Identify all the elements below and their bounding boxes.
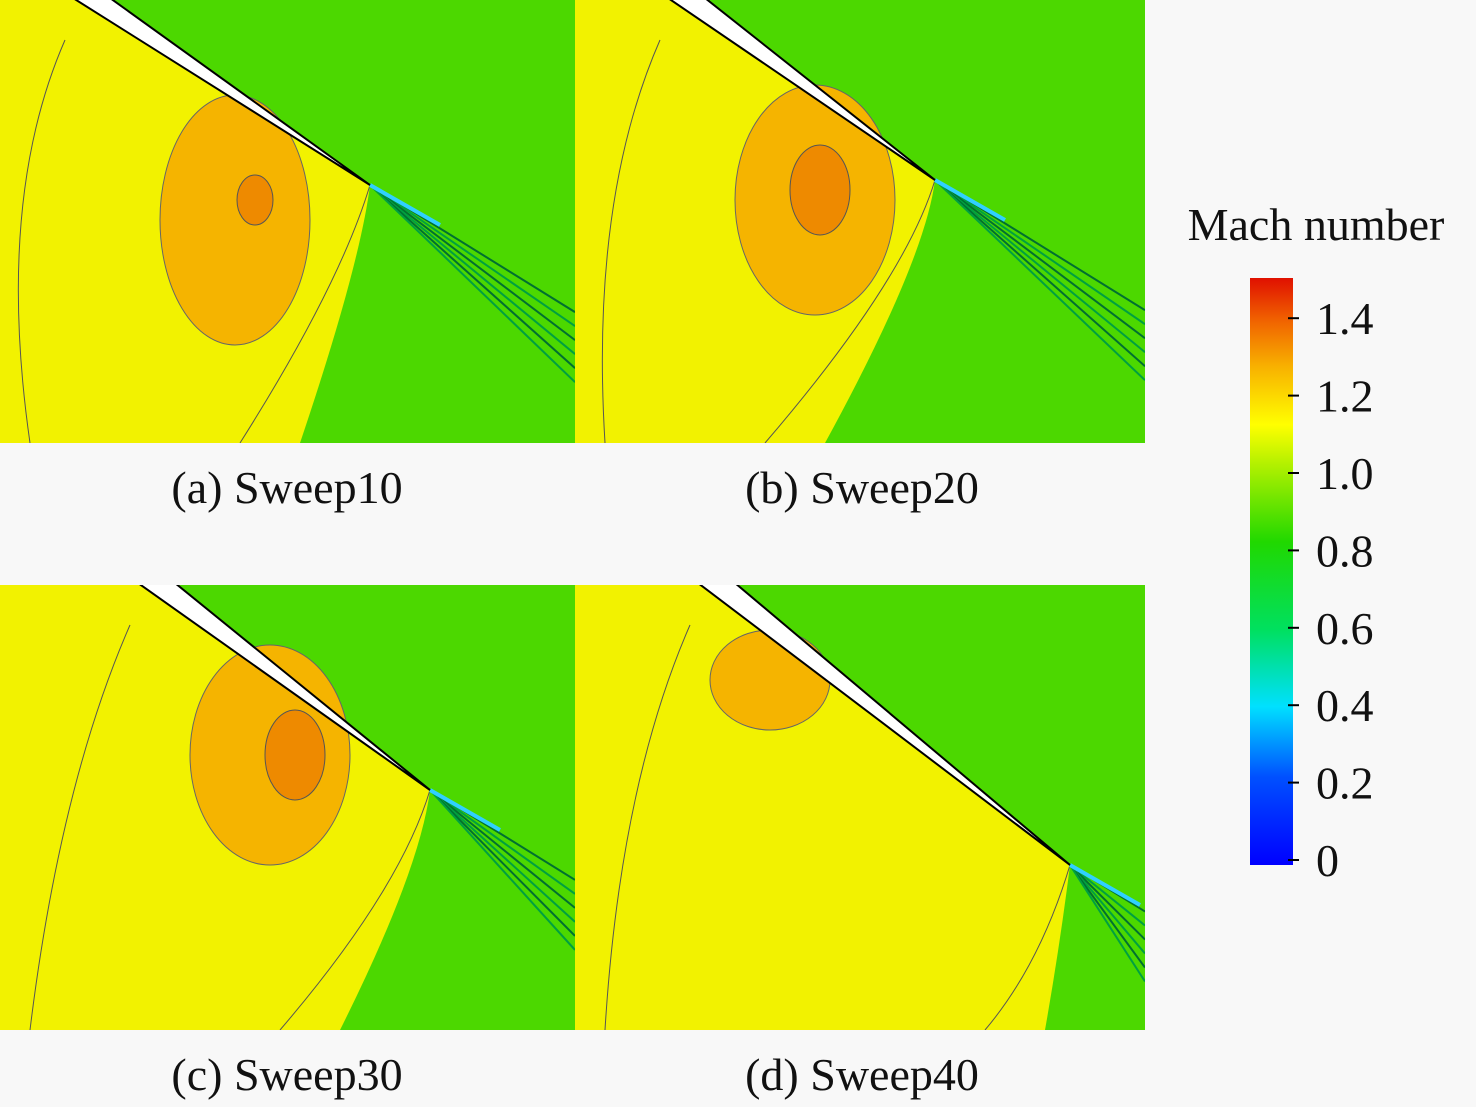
wake (429, 789, 575, 951)
wake (369, 184, 575, 341)
wake (369, 184, 575, 327)
contour (17, 39, 66, 443)
colorbar-label: 1.4 (1316, 293, 1374, 344)
colorbar (1250, 278, 1293, 865)
colorbar-label: 1.2 (1316, 371, 1374, 422)
wake (429, 789, 575, 937)
wake (934, 179, 1145, 326)
wake (934, 179, 1145, 381)
contour-panel (575, 585, 1145, 1030)
colorbar-label: 0.4 (1316, 680, 1374, 731)
wake-core (429, 788, 501, 832)
panels (0, 0, 1145, 1030)
wake-core (1069, 863, 1141, 907)
colorbar-label: 1.0 (1316, 448, 1374, 499)
caption: (a) Sweep10 (171, 462, 402, 513)
colorbar-title: Mach number (1188, 199, 1445, 250)
wake (934, 179, 1145, 353)
wake (1069, 864, 1145, 927)
contour (764, 179, 936, 443)
wake (1069, 864, 1145, 941)
wake (429, 789, 575, 895)
colorbar-label: 0.8 (1316, 525, 1374, 576)
caption: (c) Sweep30 (171, 1049, 402, 1100)
wake (1069, 864, 1145, 983)
contour (239, 184, 371, 443)
wake (934, 179, 1145, 339)
contour-panel (575, 0, 1145, 443)
contour-panel (0, 585, 575, 1030)
contour (29, 624, 131, 1030)
caption: (b) Sweep20 (745, 462, 979, 513)
blade (74, 0, 371, 186)
blob-core (264, 709, 326, 801)
blade (669, 0, 936, 181)
colorbar-label: 0.6 (1316, 603, 1374, 654)
blob-core (789, 144, 851, 236)
wake-core (369, 183, 441, 227)
wake (429, 789, 575, 923)
colorbar-ticks: 1.4 1.2 1.0 0.8 0.6 0.4 0.2 0 (1288, 293, 1374, 886)
contour (984, 864, 1071, 1030)
colorbar-label: 0.2 (1316, 758, 1374, 809)
contour (601, 39, 661, 443)
wake (369, 184, 575, 383)
contour (604, 624, 691, 1030)
wake (934, 179, 1145, 367)
wake (369, 184, 575, 369)
wake-core (934, 178, 1006, 222)
blade (698, 585, 1071, 866)
blade (139, 585, 431, 791)
contour-panel (0, 0, 575, 443)
wake (1069, 864, 1145, 969)
wake (1069, 864, 1145, 955)
caption: (d) Sweep40 (745, 1049, 979, 1100)
blob (709, 629, 831, 731)
flow-yellow (575, 585, 1070, 1030)
contour (279, 789, 431, 1030)
blob-core (236, 174, 274, 226)
wake (429, 789, 575, 909)
colorbar-label: 0 (1316, 835, 1339, 886)
wake (369, 184, 575, 355)
